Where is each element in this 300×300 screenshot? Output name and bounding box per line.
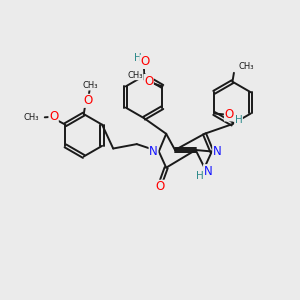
- Text: O: O: [140, 56, 149, 68]
- Text: H: H: [235, 115, 242, 125]
- Text: O: O: [83, 94, 92, 107]
- Text: CH₃: CH₃: [24, 113, 40, 122]
- Text: N: N: [204, 165, 212, 178]
- Text: N: N: [213, 145, 221, 158]
- Text: O: O: [49, 110, 58, 123]
- Text: H: H: [196, 171, 204, 181]
- Text: N: N: [149, 145, 158, 158]
- Text: CH₃: CH₃: [127, 71, 143, 80]
- Text: O: O: [144, 75, 153, 88]
- Text: H: H: [134, 53, 142, 63]
- Text: O: O: [156, 180, 165, 193]
- Text: CH₃: CH₃: [82, 81, 98, 90]
- Text: CH₃: CH₃: [238, 62, 254, 71]
- Text: O: O: [224, 108, 234, 121]
